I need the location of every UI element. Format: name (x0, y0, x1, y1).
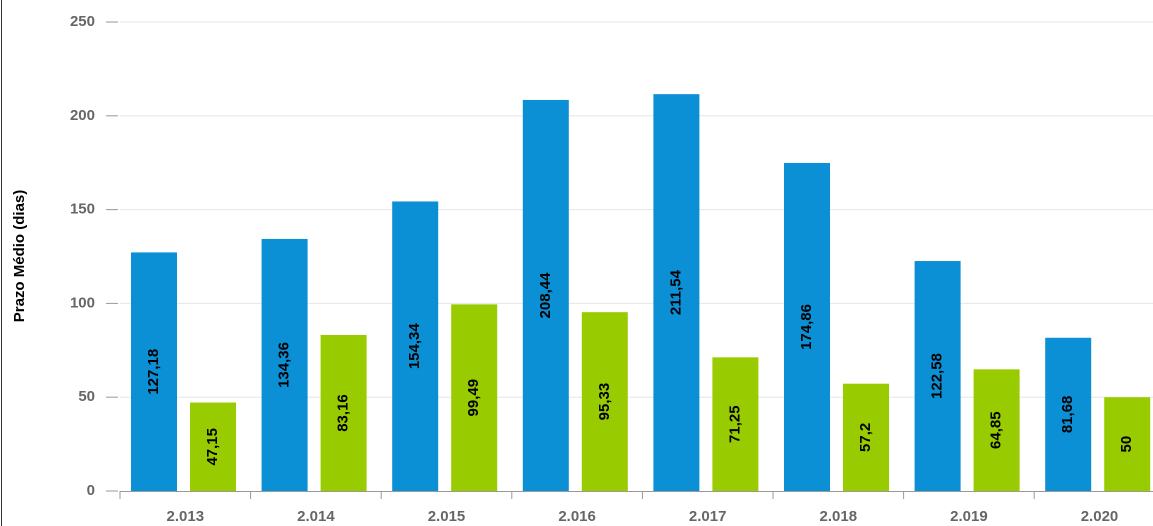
value-label: 81,68 (1059, 396, 1076, 434)
value-label: 99,49 (465, 379, 482, 417)
value-label: 57,2 (857, 423, 874, 452)
bar (914, 261, 961, 491)
x-tick-label: 2.016 (558, 508, 596, 525)
y-tick-label: 200 (70, 107, 95, 124)
x-tick-label: 2.013 (167, 508, 205, 525)
value-label: 211,54 (667, 269, 684, 315)
value-label: 83,16 (335, 394, 352, 432)
value-label: 174,86 (798, 304, 815, 350)
bar (451, 304, 498, 491)
bar (392, 201, 439, 491)
bar (190, 402, 236, 491)
value-label: 208,44 (537, 272, 554, 319)
value-label: 47,15 (204, 428, 221, 466)
bar (320, 334, 367, 491)
bar (784, 162, 830, 491)
y-tick-label: 100 (70, 294, 95, 311)
bar (522, 99, 569, 492)
bar (261, 238, 308, 491)
bar (653, 94, 700, 491)
value-label: 95,33 (596, 383, 613, 421)
bar (131, 252, 177, 491)
value-label: 71,25 (726, 405, 743, 443)
y-tick-label: 250 (70, 13, 95, 30)
bar (1045, 337, 1092, 491)
x-tick-label: 2.018 (820, 508, 858, 525)
x-tick-label: 2.014 (297, 508, 335, 525)
y-tick-label: 150 (70, 201, 95, 218)
bar (973, 369, 1020, 491)
value-label: 134,36 (276, 342, 293, 388)
y-axis-label: Prazo Médio (dias) (11, 190, 28, 323)
x-tick-label: 2.020 (1081, 508, 1119, 525)
x-tick-label: 2.019 (950, 508, 988, 525)
bar (843, 383, 889, 491)
y-tick-label: 50 (78, 388, 95, 405)
value-label: 127,18 (145, 349, 162, 395)
x-tick-label: 2.015 (428, 508, 466, 525)
bar (581, 312, 628, 491)
value-label: 64,85 (988, 411, 1005, 449)
x-tick-label: 2.017 (689, 508, 727, 525)
value-label: 122,58 (929, 353, 946, 399)
bar (1104, 397, 1151, 491)
y-tick-label: 0 (87, 482, 95, 499)
value-label: 154,34 (406, 323, 423, 370)
bar (712, 357, 759, 491)
value-label: 50 (1118, 436, 1135, 453)
